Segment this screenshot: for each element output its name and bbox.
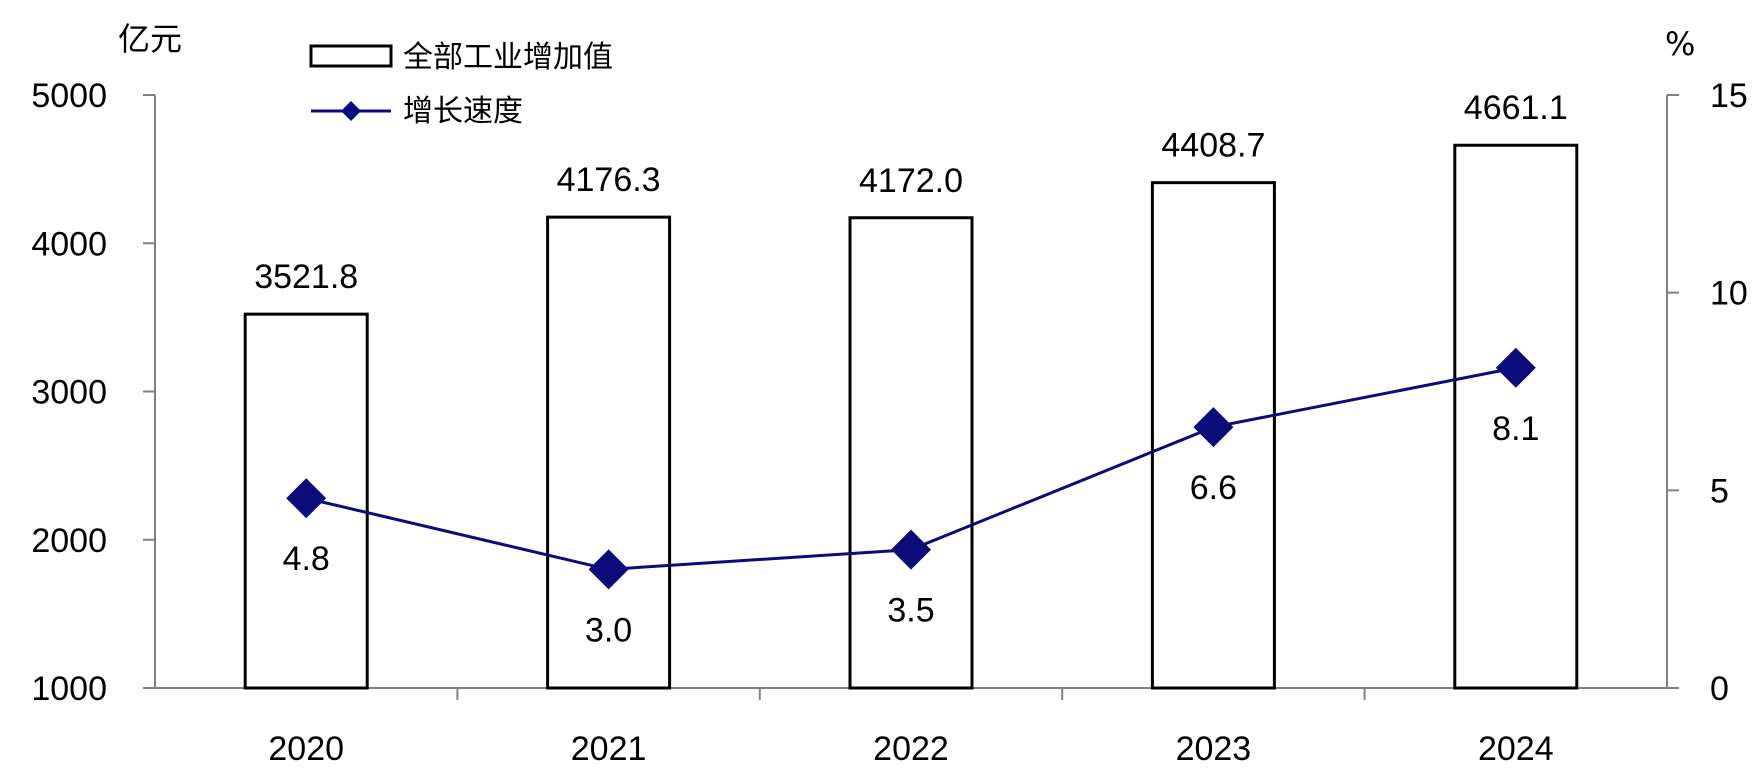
- x-tick-label: 2020: [268, 730, 344, 768]
- growth-value-label: 6.6: [1190, 469, 1237, 507]
- left-tick-label: 5000: [31, 77, 107, 115]
- x-tick-label: 2023: [1176, 730, 1252, 768]
- right-tick-label: 10: [1710, 275, 1748, 313]
- left-axis-unit: 亿元: [118, 20, 182, 58]
- right-tick-label: 15: [1710, 77, 1748, 115]
- growth-line: 4.8 3.0 3.5 6.6 8.1: [283, 347, 1539, 649]
- right-tick-label: 0: [1710, 670, 1729, 708]
- bar: [546, 215, 672, 690]
- bar-value-label: 4172.0: [859, 162, 963, 200]
- x-tick-label: 2022: [873, 730, 949, 768]
- bar-value-label: 4176.3: [557, 161, 661, 199]
- legend-bar-swatch: [309, 44, 393, 68]
- left-tick-label: 4000: [31, 225, 107, 263]
- legend: 全部工业增加值 增长速度: [309, 40, 613, 129]
- growth-point: [1495, 347, 1536, 388]
- bar-value-label: 3521.8: [254, 258, 358, 296]
- growth-point: [1193, 407, 1234, 448]
- legend-line-marker: [341, 101, 361, 121]
- left-tick-label: 3000: [31, 374, 107, 412]
- growth-value-label: 4.8: [283, 540, 330, 578]
- bar-value-label: 4661.1: [1464, 89, 1568, 127]
- right-tick-label: 5: [1710, 472, 1729, 510]
- bar-value-label: 4408.7: [1161, 127, 1265, 165]
- left-tick-label: 2000: [31, 522, 107, 560]
- bar: [243, 312, 369, 690]
- axes: 1000 2000 3000 4000 5000 0 5 10 15 2020 2021 2022 20…: [31, 77, 1747, 768]
- growth-value-label: 3.0: [585, 611, 632, 649]
- growth-point: [891, 529, 931, 570]
- legend-line-label: 增长速度: [403, 94, 523, 129]
- x-tick-label: 2024: [1478, 730, 1554, 768]
- bars: 3521.8 4176.3 4172.0 4408.7 4661.1: [243, 89, 1579, 690]
- growth-point: [588, 549, 629, 590]
- growth-point: [286, 478, 327, 519]
- bar: [848, 216, 974, 690]
- x-tick-label: 2021: [571, 730, 647, 768]
- growth-value-label: 3.5: [887, 592, 934, 630]
- left-tick-label: 1000: [31, 670, 107, 708]
- right-axis-unit: %: [1665, 25, 1695, 63]
- growth-value-label: 8.1: [1492, 410, 1539, 448]
- bar: [1453, 143, 1579, 690]
- legend-bar-label: 全部工业增加值: [403, 40, 613, 75]
